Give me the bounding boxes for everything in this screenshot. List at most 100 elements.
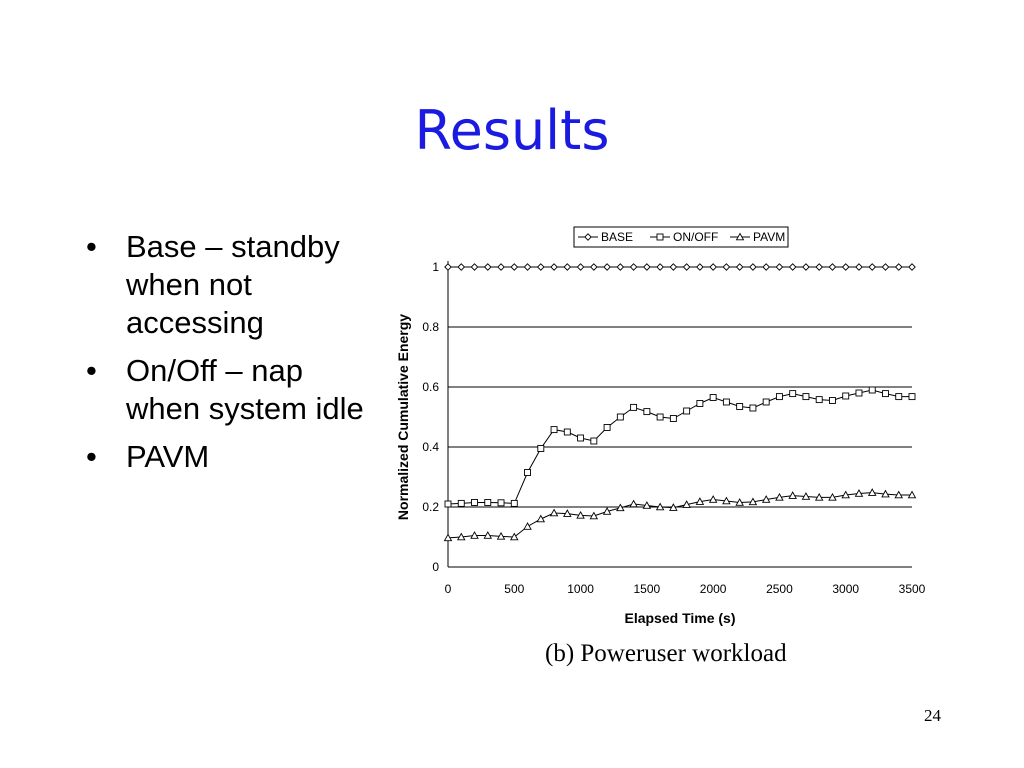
data-point-base: [682, 263, 691, 271]
data-point-pavm: [867, 488, 877, 496]
data-point-pavm: [443, 533, 453, 542]
data-point-base: [894, 263, 903, 271]
y-tick-label: 1: [432, 260, 439, 274]
data-point-pavm: [496, 531, 506, 540]
data-point-onoff: [842, 392, 850, 400]
data-point-pavm: [722, 496, 731, 505]
x-axis-label: Elapsed Time (s): [624, 610, 735, 626]
data-point-onoff: [590, 437, 598, 445]
y-tick-label: 0.8: [422, 320, 439, 334]
data-point-onoff: [656, 413, 664, 421]
slide-title: Results: [414, 99, 610, 162]
data-point-onoff: [775, 393, 783, 401]
data-point-onoff: [722, 398, 730, 406]
data-point-base: [457, 263, 466, 271]
data-point-base: [908, 263, 916, 271]
data-point-pavm: [801, 492, 811, 500]
data-point-base: [510, 263, 519, 271]
data-point-onoff: [683, 407, 691, 415]
data-point-onoff: [471, 499, 478, 506]
series-line-pavm: [447, 492, 912, 539]
x-tick-label: 500: [504, 582, 524, 596]
data-point-pavm: [616, 503, 625, 512]
data-point-base: [669, 263, 678, 271]
data-point-onoff: [643, 408, 651, 416]
data-point-onoff: [669, 415, 677, 422]
data-point-base: [444, 263, 452, 271]
legend-marker-pavm: [735, 232, 745, 241]
data-point-base: [696, 263, 704, 271]
bullet-item-onoff: • On/Off – nap when system idle: [86, 352, 376, 428]
y-tick-label: 0.6: [422, 380, 439, 394]
data-point-pavm: [523, 522, 532, 530]
data-point-onoff: [696, 400, 704, 407]
data-point-pavm: [841, 490, 850, 499]
bullet-dot-icon: •: [86, 439, 97, 474]
y-tick-label: 0.2: [422, 500, 439, 514]
data-point-pavm: [894, 490, 904, 499]
x-tick-label: 2500: [766, 582, 793, 596]
data-point-onoff: [802, 393, 810, 401]
y-axis-label: Normalized Cumulative Energy: [395, 314, 411, 520]
data-point-base: [841, 263, 850, 271]
chart-caption: (b) Poweruser workload: [545, 640, 787, 667]
legend-label-onoff: ON/OFF: [673, 230, 718, 244]
data-point-base: [536, 263, 545, 271]
data-point-base: [616, 263, 625, 271]
bullet-text: Base – standby when not accessing: [126, 229, 340, 340]
data-point-onoff: [484, 499, 492, 506]
data-point-pavm: [735, 498, 744, 506]
data-point-pavm: [483, 531, 493, 539]
data-point-base: [709, 263, 717, 271]
data-point-pavm: [881, 489, 890, 498]
data-point-base: [749, 263, 757, 271]
data-point-onoff: [524, 469, 531, 476]
data-point-pavm: [536, 514, 546, 523]
legend-marker-base: [584, 233, 592, 241]
data-point-onoff: [616, 413, 624, 421]
data-point-base: [881, 263, 890, 271]
data-point-pavm: [629, 499, 638, 508]
x-tick-label: 3500: [899, 582, 926, 596]
data-point-pavm: [456, 532, 466, 541]
data-point-pavm: [775, 492, 784, 501]
legend-label-pavm: PAVM: [753, 230, 785, 244]
data-point-base: [802, 263, 810, 271]
data-point-base: [523, 263, 532, 271]
data-point-base: [855, 263, 863, 271]
y-tick-label: 0: [432, 560, 439, 574]
data-point-base: [643, 263, 651, 271]
bullet-text: PAVM: [126, 439, 210, 474]
data-point-onoff: [749, 404, 757, 412]
data-point-base: [483, 263, 492, 271]
data-point-onoff: [630, 403, 638, 411]
data-point-base: [603, 263, 611, 271]
legend-marker-onoff: [656, 233, 664, 241]
data-point-pavm: [470, 531, 479, 539]
data-point-base: [722, 263, 731, 271]
data-point-onoff: [829, 397, 836, 404]
data-point-onoff: [762, 398, 770, 406]
data-point-base: [656, 263, 664, 271]
data-point-onoff: [868, 386, 876, 394]
data-point-onoff: [603, 424, 611, 431]
data-point-pavm: [708, 495, 718, 503]
data-point-onoff: [497, 499, 505, 507]
data-point-base: [815, 263, 824, 271]
data-point-base: [589, 263, 598, 271]
data-point-pavm: [682, 500, 691, 508]
data-point-pavm: [510, 532, 519, 541]
data-point-pavm: [642, 501, 652, 509]
legend-box: [573, 226, 789, 248]
data-point-onoff: [457, 499, 465, 507]
data-point-base: [735, 263, 744, 271]
data-point-base: [550, 263, 558, 271]
data-point-onoff: [709, 394, 717, 401]
data-point-pavm: [828, 492, 837, 501]
data-point-pavm: [602, 507, 612, 515]
data-point-base: [868, 263, 877, 271]
data-point-onoff: [563, 428, 571, 436]
bullet-list: • Base – standby when not accessing • On/O…: [86, 228, 376, 486]
bullet-text: On/Off – nap when system idle: [126, 353, 364, 426]
data-point-base: [629, 263, 638, 271]
